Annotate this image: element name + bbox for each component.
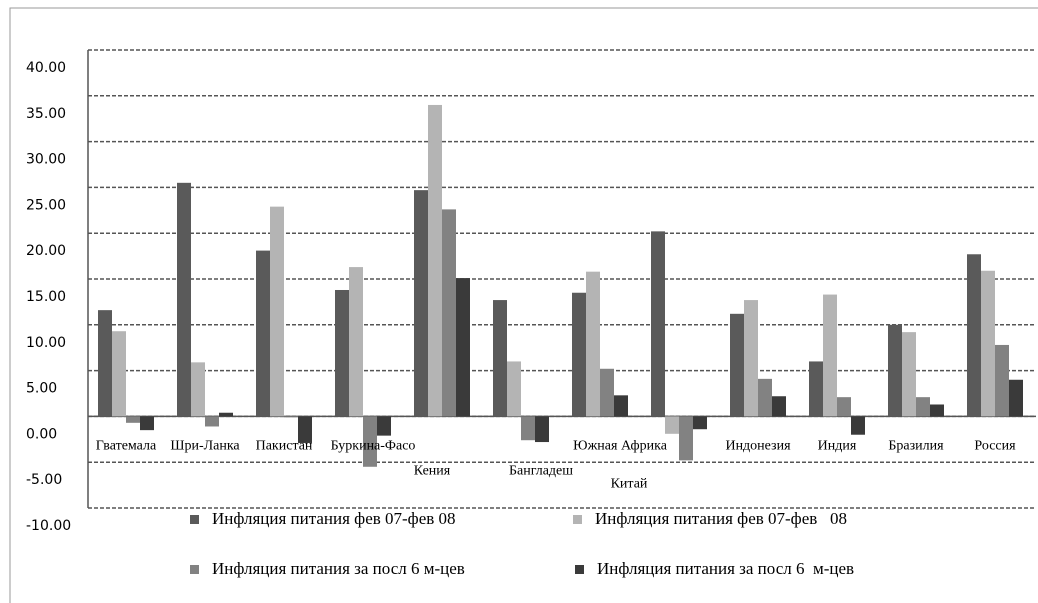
x-tick-label: Индонезия <box>725 439 791 454</box>
legend-swatch <box>573 515 582 524</box>
bar <box>442 209 456 417</box>
bar <box>335 289 349 417</box>
legend-swatch <box>190 565 199 574</box>
y-tick-label: 10.00 <box>26 335 66 351</box>
bar <box>535 416 549 443</box>
x-tick-label: Гватемала <box>96 439 157 454</box>
bar <box>377 416 391 436</box>
legend-label: Инфляция питания фев 07-фев 08 <box>212 509 456 528</box>
x-tick-label: Индия <box>818 439 857 454</box>
bar <box>456 278 470 417</box>
bar <box>995 344 1009 417</box>
bar <box>98 310 112 417</box>
y-tick-label: -5.00 <box>26 472 62 488</box>
x-tick-label: Буркина-Фасо <box>331 439 416 454</box>
y-tick-label: 0.00 <box>26 426 57 442</box>
x-tick-label: Бангладеш <box>509 464 573 479</box>
bar <box>493 300 507 417</box>
bar <box>614 395 628 417</box>
legend-label: Инфляция питания за посл 6 м-цев <box>212 559 465 578</box>
y-tick-label: 30.00 <box>26 152 66 168</box>
y-tick-label: 5.00 <box>26 381 57 397</box>
x-tick-label: Пакистан <box>256 439 313 454</box>
y-tick-label: 35.00 <box>26 106 66 122</box>
bar <box>665 416 679 434</box>
bar <box>916 397 930 417</box>
bar <box>758 378 772 417</box>
y-tick-label: -10.00 <box>26 518 71 534</box>
y-tick-label: 20.00 <box>26 243 66 259</box>
bar <box>414 190 428 417</box>
bar <box>126 416 140 423</box>
bar <box>270 206 284 417</box>
x-tick-label: Бразилия <box>888 439 944 454</box>
bar <box>730 313 744 417</box>
bar <box>507 361 521 417</box>
bar <box>298 416 312 443</box>
legend-swatch <box>575 565 584 574</box>
bar <box>586 271 600 417</box>
legend-label: Инфляция питания за посл 6 м-цев <box>597 559 854 578</box>
bar <box>930 404 944 417</box>
x-tick-label: Кения <box>414 464 451 479</box>
bar <box>428 104 442 417</box>
x-tick-label: Китай <box>611 477 648 492</box>
bar <box>177 182 191 417</box>
bar <box>809 361 823 417</box>
bar <box>651 231 665 417</box>
bar <box>902 332 916 417</box>
legend-label: Инфляция питания фев 07-фев 08 <box>595 509 847 528</box>
bar <box>521 416 535 441</box>
bar <box>219 412 233 417</box>
legend-swatch <box>190 515 199 524</box>
y-tick-label: 40.00 <box>26 60 66 76</box>
bar <box>191 362 205 417</box>
bar <box>349 267 363 417</box>
x-tick-label: Южная Африка <box>573 439 668 454</box>
bar <box>140 416 154 431</box>
bar <box>693 416 707 430</box>
bar <box>205 416 219 427</box>
x-tick-label: Россия <box>974 439 1016 454</box>
y-tick-label: 25.00 <box>26 197 66 213</box>
x-tick-label: Шри-Ланка <box>170 439 240 454</box>
bar <box>600 368 614 417</box>
bar <box>967 254 981 417</box>
bar <box>851 416 865 435</box>
bar <box>363 416 377 467</box>
bar <box>837 397 851 417</box>
bar <box>823 294 837 417</box>
bar <box>256 250 270 417</box>
frame <box>9 7 1038 603</box>
bar <box>744 300 758 417</box>
y-tick-label: 15.00 <box>26 289 66 305</box>
bar <box>284 416 298 418</box>
bar <box>679 416 693 461</box>
bar <box>888 324 902 417</box>
bar <box>112 331 126 417</box>
bar <box>1009 379 1023 417</box>
bar <box>572 292 586 417</box>
bar <box>772 396 786 417</box>
bar <box>981 270 995 417</box>
